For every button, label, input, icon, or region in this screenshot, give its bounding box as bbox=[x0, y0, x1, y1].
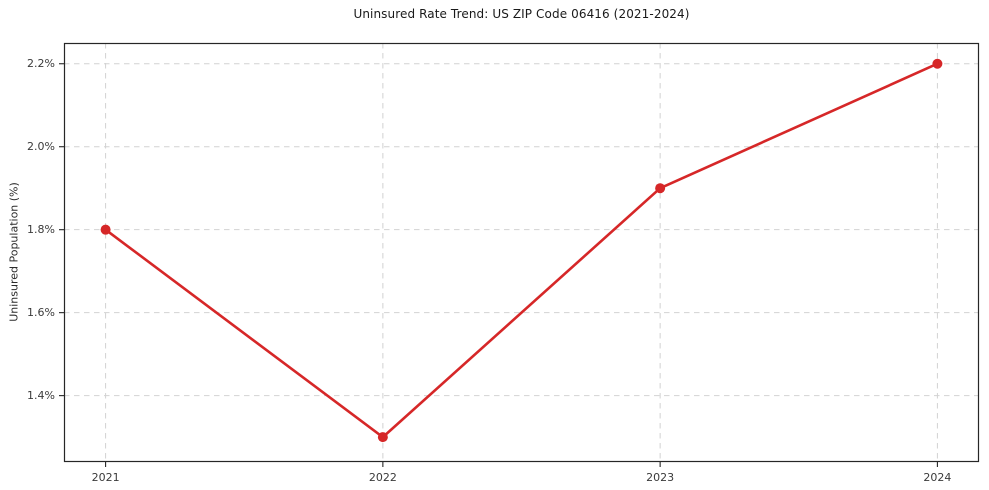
data-point-marker bbox=[100, 224, 111, 235]
y-tick-label: 2.2% bbox=[27, 57, 55, 70]
data-point-marker bbox=[932, 58, 943, 69]
data-point-marker bbox=[377, 432, 388, 443]
plot-frame bbox=[63, 42, 980, 463]
x-tick-label: 2022 bbox=[369, 471, 397, 484]
y-tick-label: 1.6% bbox=[27, 306, 55, 319]
y-tick-label: 1.4% bbox=[27, 389, 55, 402]
x-tick-label: 2023 bbox=[646, 471, 674, 484]
chart-title: Uninsured Rate Trend: US ZIP Code 06416 … bbox=[353, 7, 690, 21]
x-tick-label: 2024 bbox=[923, 471, 951, 484]
y-tick-label: 1.8% bbox=[27, 223, 55, 236]
x-tick-label: 2021 bbox=[92, 471, 120, 484]
data-line bbox=[104, 62, 939, 439]
data-point-marker bbox=[655, 183, 666, 194]
y-tick-label: 2.0% bbox=[27, 140, 55, 153]
